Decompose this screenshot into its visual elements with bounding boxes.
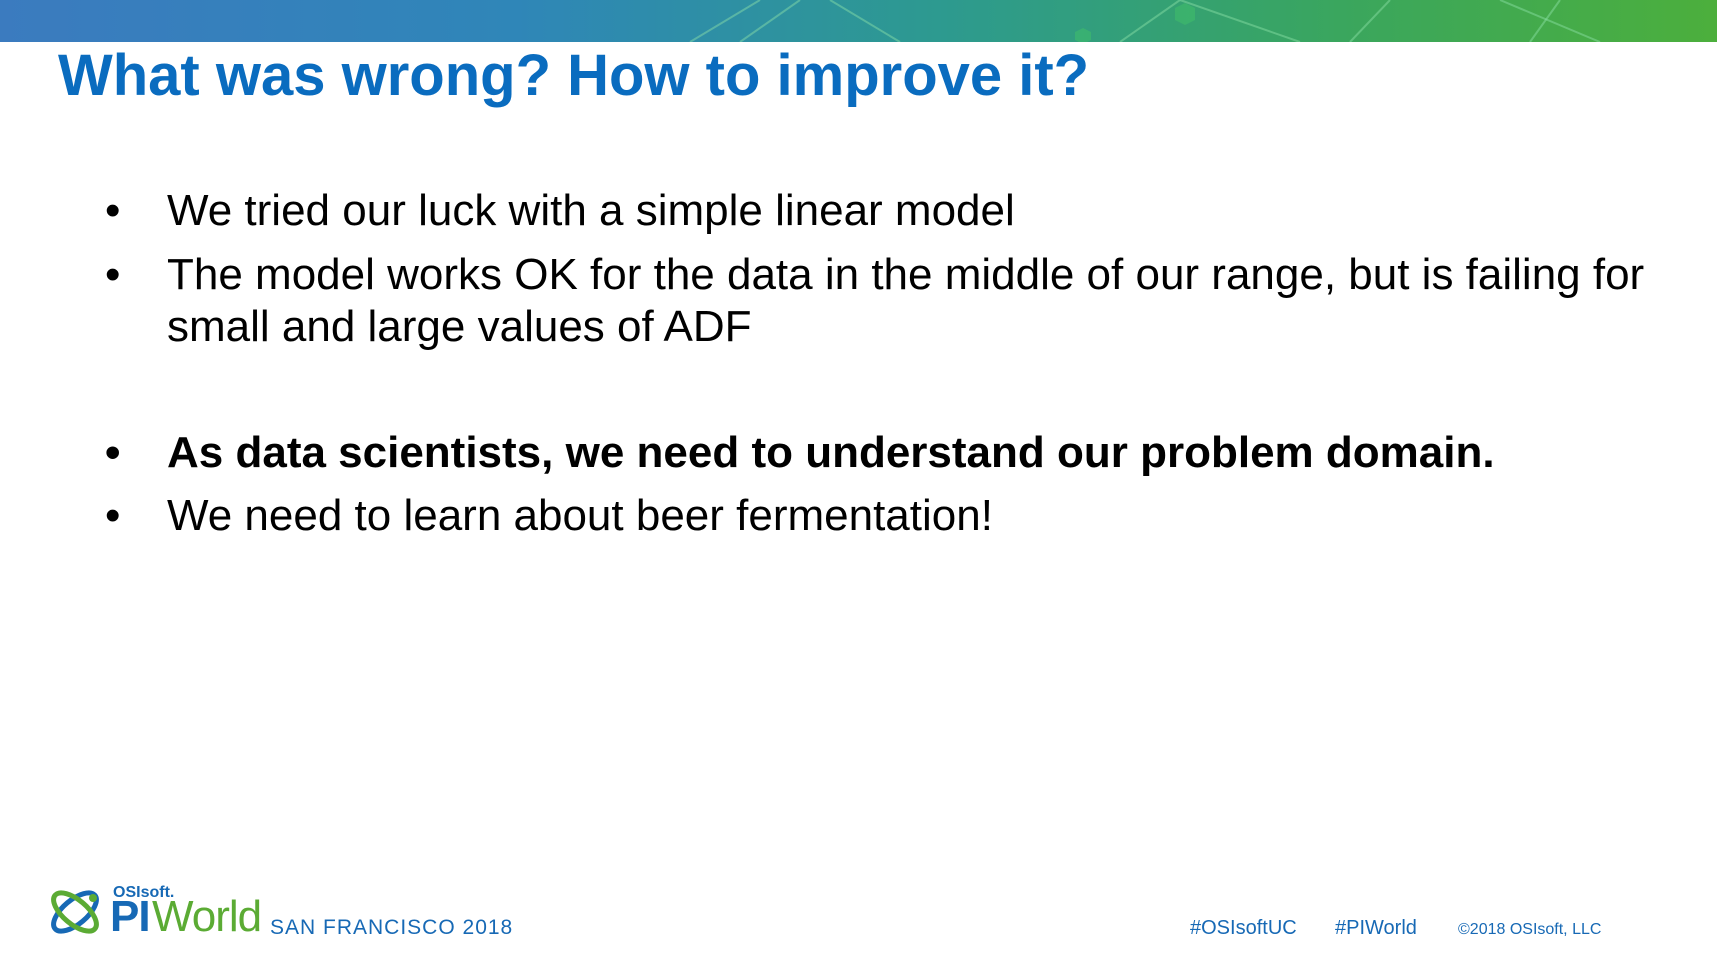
hashtag-piworld: #PIWorld <box>1335 917 1417 939</box>
bullet-text: We tried our luck with a simple linear m… <box>167 186 1015 235</box>
bullet-text: The model works OK for the data in the m… <box>167 250 1645 351</box>
bullet-item: • We tried our luck with a simple linear… <box>105 185 1015 237</box>
header-banner <box>0 0 1717 42</box>
bullet-item: • We need to learn about beer fermentati… <box>105 490 993 542</box>
banner-pattern <box>689 0 1601 42</box>
hashtag-osisoftuc: #OSIsoftUC <box>1190 917 1297 939</box>
bullet-item: • The model works OK for the data in the… <box>105 249 1645 353</box>
slide-title: What was wrong? How to improve it? <box>58 43 1090 108</box>
pi-wordmark: PI <box>110 892 151 941</box>
bullet-marker: • <box>105 186 121 235</box>
osisoft-wordmark: OSIsoft. <box>113 884 175 901</box>
bullet-text: We need to learn about beer fermentation… <box>167 491 993 540</box>
pi-world-logo: OSIsoft. PI World SAN FRANCISCO 2018 <box>48 878 512 948</box>
bullet-marker: • <box>105 250 121 299</box>
bullet-marker: • <box>105 428 121 477</box>
bullet-text: As data scientists, we need to understan… <box>167 428 1495 477</box>
copyright-notice: ©2018 OSIsoft, LLC <box>1458 921 1602 938</box>
event-location: SAN FRANCISCO 2018 <box>270 916 514 939</box>
orbit-logo-icon <box>51 890 99 934</box>
world-wordmark: World <box>152 892 262 941</box>
bullet-marker: • <box>105 491 121 540</box>
bullet-item: • As data scientists, we need to underst… <box>105 427 1495 479</box>
